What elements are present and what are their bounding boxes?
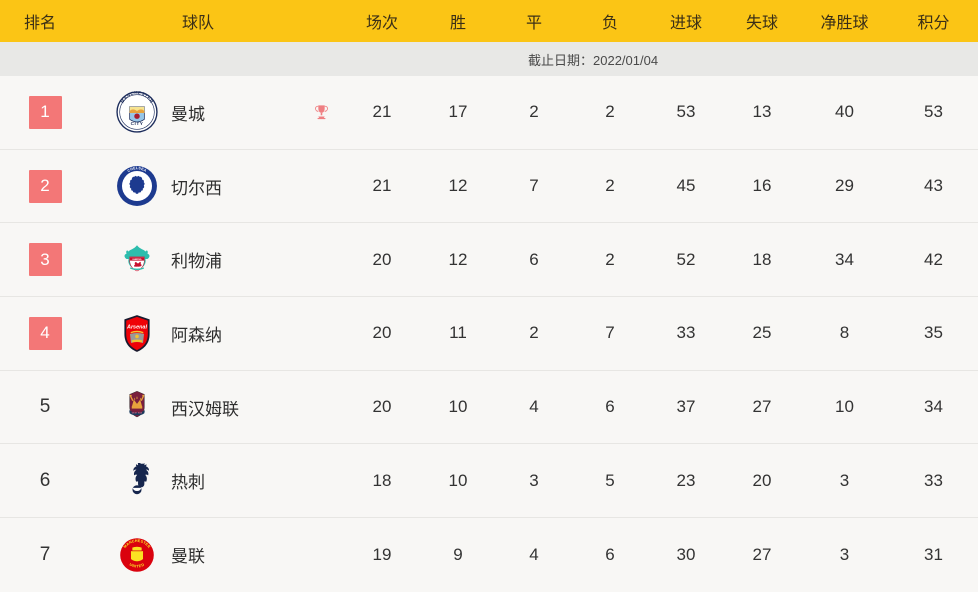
svg-text:LIVERPOOL: LIVERPOOL	[132, 259, 142, 261]
svg-text:WEST HAM: WEST HAM	[132, 412, 143, 415]
svg-text:Arsenal: Arsenal	[126, 325, 147, 331]
